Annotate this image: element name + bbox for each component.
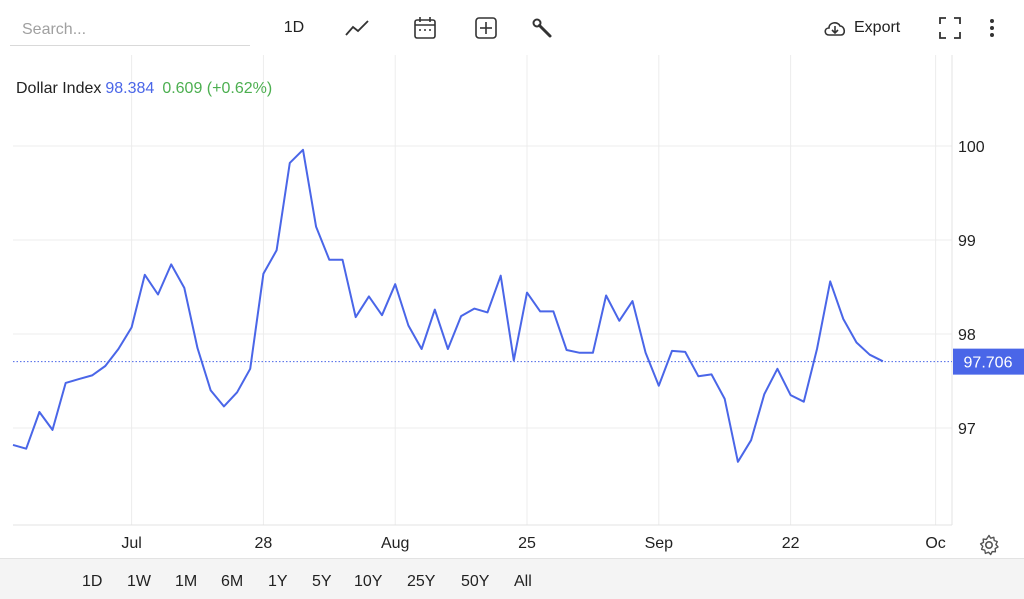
y-axis: 97 98 99 100 (958, 139, 985, 438)
legend-name: Dollar Index (16, 80, 101, 97)
gear-icon[interactable] (978, 534, 1000, 556)
x-tick-label: Oc (925, 535, 945, 552)
range-selector: 1D 1W 1M 6M 1Y 5Y 10Y 25Y 50Y All (0, 558, 1024, 599)
legend-change: 0.609 (+0.62%) (162, 80, 272, 97)
y-tick-label: 100 (958, 139, 985, 156)
range-1y-button[interactable]: 1Y (268, 573, 288, 591)
y-tick-label: 98 (958, 327, 976, 344)
last-value-label: 97.706 (964, 355, 1013, 372)
y-tick-label: 99 (958, 233, 976, 250)
legend-value: 98.384 (105, 80, 154, 97)
last-value-marker: 97.706 (13, 349, 1024, 375)
range-1m-button[interactable]: 1M (175, 573, 197, 591)
range-1w-button[interactable]: 1W (127, 573, 151, 591)
y-tick-label: 97 (958, 421, 976, 438)
range-all-button[interactable]: All (514, 573, 532, 591)
series-line (13, 150, 883, 462)
series-line-layer (13, 150, 883, 462)
x-axis: Jul 28 Aug 25 Sep 22 Oc (121, 535, 945, 552)
range-6m-button[interactable]: 6M (221, 573, 243, 591)
x-tick-label: 22 (782, 535, 800, 552)
x-tick-label: Aug (381, 535, 409, 552)
range-50y-button[interactable]: 50Y (461, 573, 489, 591)
range-25y-button[interactable]: 25Y (407, 573, 435, 591)
x-tick-label: 25 (518, 535, 536, 552)
x-tick-label: Jul (121, 535, 141, 552)
x-tick-label: Sep (645, 535, 674, 552)
range-10y-button[interactable]: 10Y (354, 573, 382, 591)
range-1d-button[interactable]: 1D (82, 573, 102, 591)
x-tick-label: 28 (255, 535, 273, 552)
range-5y-button[interactable]: 5Y (312, 573, 332, 591)
